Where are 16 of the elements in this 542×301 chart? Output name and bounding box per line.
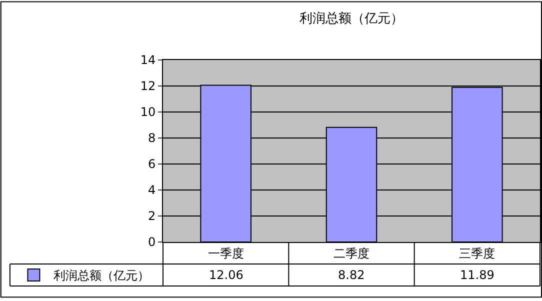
y-tick-label: 8: [148, 131, 156, 146]
y-tick-label: 10: [140, 105, 156, 120]
data-label: 11.89: [460, 268, 494, 282]
legend-label: 利润总额（亿元）: [54, 268, 150, 283]
y-tick-label: 14: [140, 53, 156, 68]
y-tick-label: 4: [148, 183, 156, 198]
y-tick-label: 2: [148, 209, 156, 224]
y-tick-label: 0: [148, 235, 156, 250]
y-tick-label: 12: [140, 79, 156, 94]
x-tick-label: 三季度: [459, 246, 496, 260]
x-tick-label: 二季度: [334, 246, 370, 260]
y-tick-label: 6: [148, 157, 156, 172]
data-label: 12.06: [209, 268, 244, 282]
data-label: 8.82: [338, 268, 365, 282]
chart-title: 利润总额（亿元）: [300, 12, 404, 27]
x-tick-label: 一季度: [208, 246, 244, 260]
